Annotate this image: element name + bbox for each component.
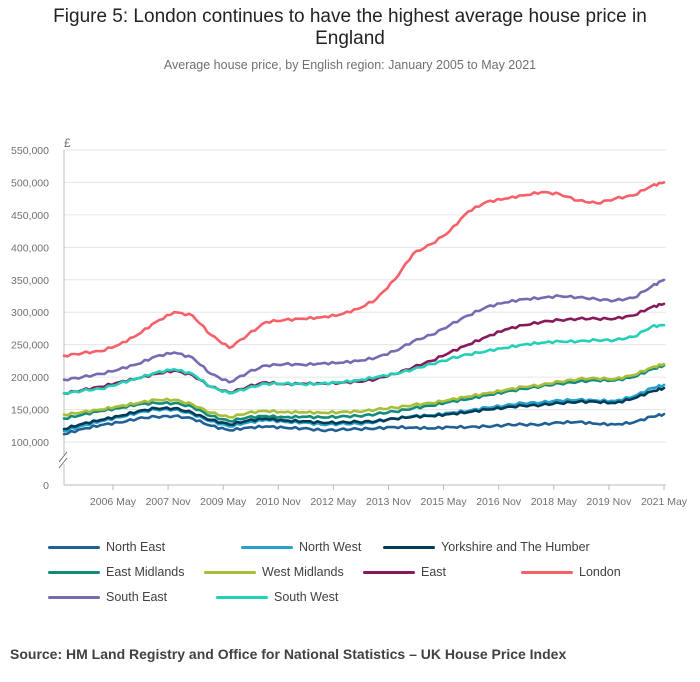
x-tick-label: 2019 Nov (586, 496, 632, 508)
series-line-south-east (62, 278, 666, 384)
chart-title-line-2: England (315, 28, 385, 49)
legend-swatch (216, 595, 268, 599)
chart-title-line-1: Figure 5: London continues to have the h… (53, 6, 647, 27)
x-tick-label: 2018 May (531, 496, 578, 508)
legend-swatch (48, 595, 100, 599)
y-tick-label: 150,000 (11, 405, 49, 417)
legend-item: South East (48, 590, 167, 604)
chart-title: Figure 5: London continues to have the h… (0, 6, 700, 50)
x-axis: 2006 May 2007 Nov 2009 May 2010 Nov 2012 May… (90, 485, 688, 508)
legend-swatch (363, 570, 415, 574)
x-tick-label: 2006 May (90, 496, 137, 508)
legend-label: South East (106, 590, 168, 604)
series-line-south-west (62, 323, 666, 395)
series-lines (62, 181, 666, 436)
legend-swatch (48, 570, 100, 574)
legend-label: North West (299, 540, 362, 554)
x-tick-label: 2021 May (641, 496, 688, 508)
y-tick-label: 550,000 (11, 145, 49, 157)
x-tick-label: 2016 Nov (476, 496, 522, 508)
x-tick-label: 2012 May (310, 496, 357, 508)
line-chart: 0 100,000 150,000 200,000 250,000 300,000 350,… (11, 136, 688, 508)
x-tick-label: 2015 May (421, 496, 468, 508)
legend-label: East (421, 565, 447, 579)
y-tick-label: 500,000 (11, 177, 49, 189)
series-line-west-midlands (62, 362, 666, 419)
y-tick-label: 300,000 (11, 307, 49, 319)
legend-item: South West (216, 590, 338, 604)
legend-item: Yorkshire and The Humber (383, 540, 590, 554)
legend-swatch (383, 545, 435, 549)
x-tick-label: 2009 May (200, 496, 247, 508)
legend-item: North West (241, 540, 361, 554)
legend-item: East (363, 565, 446, 579)
x-tick-label: 2007 Nov (146, 496, 192, 508)
series-line-london (62, 181, 666, 358)
y-axis: 0 100,000 150,000 200,000 250,000 300,000 350,… (11, 145, 49, 492)
series-line-east-midlands (62, 364, 666, 423)
x-tick-label: 2013 Nov (366, 496, 412, 508)
legend-item: East Midlands (48, 565, 185, 579)
y-tick-label: 250,000 (11, 340, 49, 352)
legend-swatch (241, 545, 293, 549)
y-tick-label: 0 (43, 480, 49, 492)
legend-label: Yorkshire and The Humber (441, 540, 590, 554)
legend-item: North East (48, 540, 165, 554)
series-line-north-east (62, 412, 666, 436)
legend-item: West Midlands (204, 565, 344, 579)
y-tick-label: 200,000 (11, 372, 49, 384)
y-tick-label: 450,000 (11, 210, 49, 222)
y-tick-label: 350,000 (11, 275, 49, 287)
legend-swatch (204, 570, 256, 574)
legend-item: London (521, 565, 621, 579)
chart-subtitle: Average house price, by English region: … (163, 58, 537, 72)
y-tick-label: 400,000 (11, 242, 49, 254)
series-line-yorkshire-and-the-humber (62, 386, 666, 431)
legend-swatch (521, 570, 573, 574)
gridlines (58, 149, 666, 486)
legend-label: West Midlands (262, 565, 344, 579)
legend-label: East Midlands (106, 565, 185, 579)
y-tick-label: 100,000 (11, 437, 49, 449)
legend-label: North East (106, 540, 166, 554)
y-axis-label: £ (64, 136, 71, 150)
legend-label: South West (274, 590, 339, 604)
legend-label: London (579, 565, 621, 579)
axis-break (58, 451, 70, 469)
source-note: Source: HM Land Registry and Office for … (10, 646, 567, 662)
x-tick-label: 2010 Nov (256, 496, 302, 508)
legend-swatch (48, 545, 100, 549)
